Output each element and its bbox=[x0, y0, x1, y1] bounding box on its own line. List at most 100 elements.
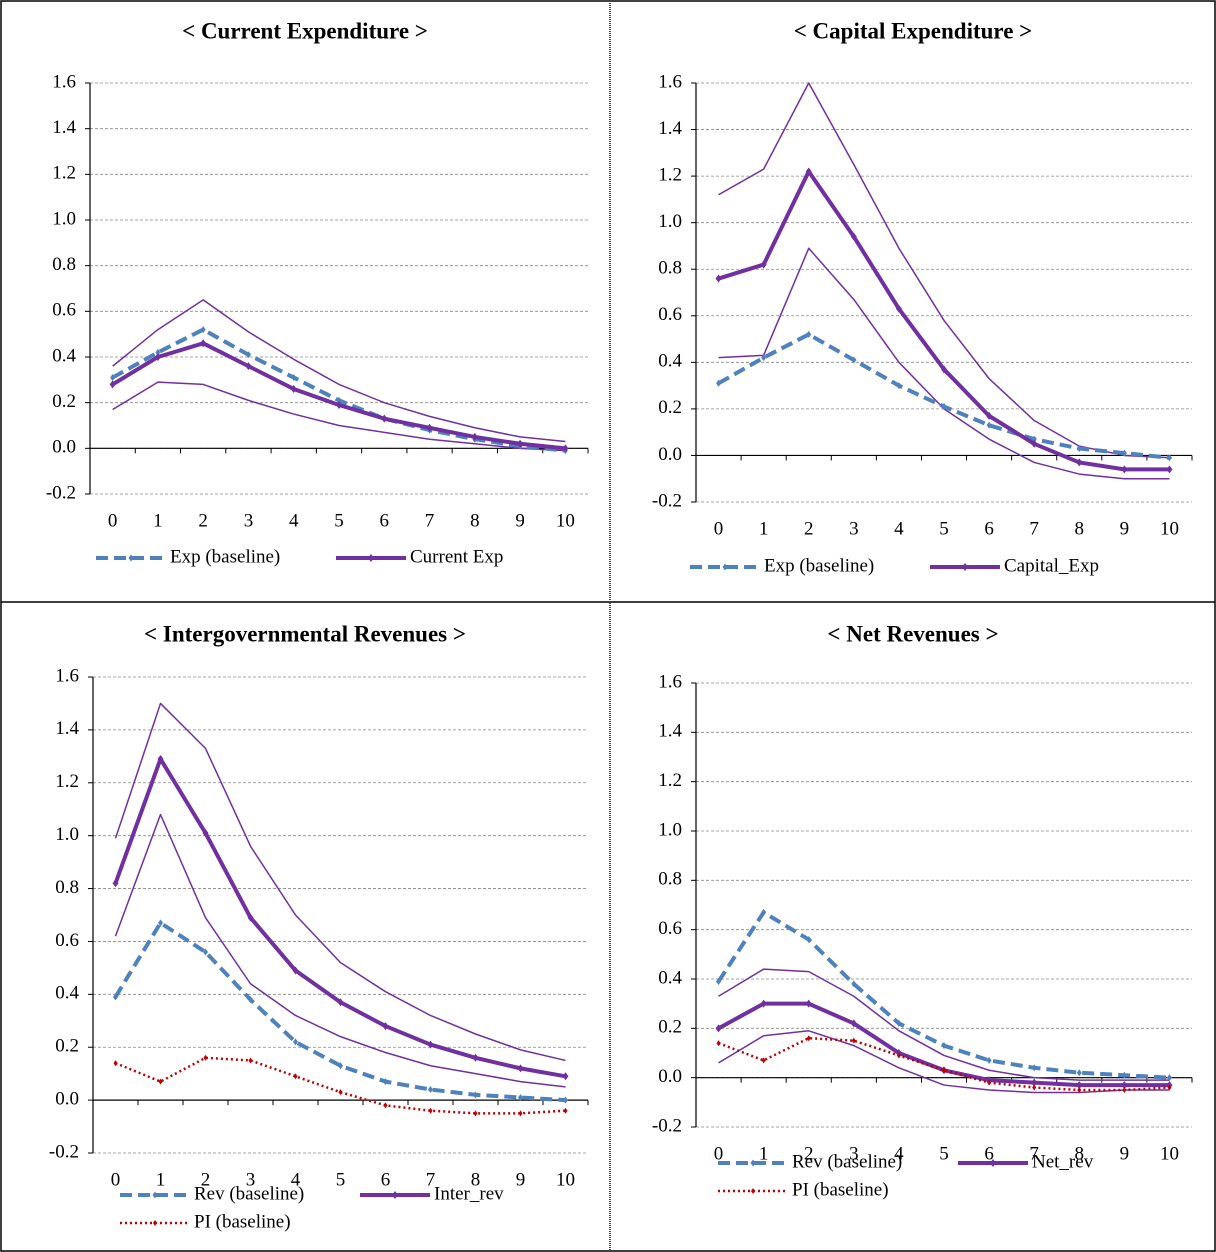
x-tick-label: 6 bbox=[381, 1169, 391, 1190]
point bbox=[1121, 449, 1127, 457]
x-tick-label: 0 bbox=[714, 1143, 724, 1164]
x-tick-label: 3 bbox=[246, 1169, 256, 1190]
point bbox=[1121, 1071, 1127, 1079]
point bbox=[1076, 444, 1082, 452]
chart-title: < Current Expenditure > bbox=[182, 18, 428, 43]
point bbox=[158, 1078, 163, 1085]
x-tick-label: 9 bbox=[1120, 1143, 1130, 1164]
x-tick-label: 5 bbox=[336, 1169, 346, 1190]
point bbox=[203, 948, 208, 956]
point bbox=[941, 1042, 947, 1050]
series-line bbox=[114, 813, 566, 1088]
y-tick-label: 1.0 bbox=[658, 819, 682, 840]
point bbox=[562, 1072, 569, 1081]
x-tick-label: 8 bbox=[1075, 518, 1085, 539]
point bbox=[248, 996, 253, 1004]
series-line bbox=[113, 920, 566, 1103]
legend-marker bbox=[990, 1159, 996, 1167]
point bbox=[941, 365, 947, 374]
x-tick-label: 6 bbox=[984, 1143, 994, 1164]
point bbox=[806, 1035, 811, 1042]
point bbox=[1166, 454, 1172, 462]
y-tick-label: 0.6 bbox=[658, 918, 682, 939]
x-tick-label: 2 bbox=[198, 510, 208, 531]
y-tick-label: 1.2 bbox=[52, 163, 76, 184]
y-tick-label: 0.8 bbox=[52, 254, 76, 275]
point bbox=[1031, 439, 1038, 448]
y-tick-label: 0.6 bbox=[658, 304, 682, 325]
point bbox=[1166, 465, 1173, 474]
point bbox=[112, 879, 119, 888]
x-tick-label: 0 bbox=[111, 1169, 121, 1190]
y-tick-label: -0.2 bbox=[652, 490, 682, 511]
y-tick-label: 1.4 bbox=[55, 718, 79, 739]
x-tick-label: 2 bbox=[804, 518, 814, 539]
point bbox=[518, 1110, 523, 1117]
y-tick-label: 0.6 bbox=[52, 300, 76, 321]
point bbox=[1076, 458, 1083, 467]
series-line bbox=[113, 756, 566, 1079]
point bbox=[760, 999, 767, 1008]
point bbox=[896, 1052, 901, 1059]
point bbox=[563, 1096, 568, 1104]
point bbox=[292, 966, 299, 975]
point bbox=[203, 1054, 208, 1061]
point bbox=[1031, 1064, 1037, 1072]
y-tick-label: 0.6 bbox=[55, 930, 79, 951]
point bbox=[427, 1040, 434, 1049]
point bbox=[895, 304, 902, 313]
point bbox=[1121, 1081, 1128, 1090]
y-tick-label: -0.2 bbox=[46, 482, 76, 503]
legend-marker bbox=[750, 1159, 756, 1167]
series-line bbox=[114, 702, 566, 1062]
point bbox=[850, 1019, 857, 1028]
point bbox=[428, 1086, 433, 1094]
y-tick-label: 1.6 bbox=[658, 671, 682, 692]
point bbox=[986, 1056, 992, 1064]
legend-marker bbox=[128, 554, 134, 562]
series-line bbox=[112, 381, 566, 452]
point bbox=[850, 232, 857, 241]
point bbox=[383, 1102, 388, 1109]
series-line bbox=[718, 1036, 1170, 1092]
x-tick-label: 5 bbox=[939, 1143, 949, 1164]
chart-title: < Intergovernmental Revenues > bbox=[144, 621, 466, 646]
y-tick-label: -0.2 bbox=[652, 1115, 682, 1136]
point bbox=[1076, 1081, 1083, 1090]
x-tick-label: 7 bbox=[426, 1169, 436, 1190]
y-tick-label: 1.2 bbox=[658, 770, 682, 791]
point bbox=[715, 274, 722, 283]
point bbox=[383, 1078, 388, 1086]
point bbox=[200, 339, 207, 348]
y-tick-label: 0.8 bbox=[658, 258, 682, 279]
point bbox=[200, 326, 206, 334]
legend-marker bbox=[152, 1191, 158, 1199]
point bbox=[382, 1022, 389, 1031]
series-line bbox=[717, 332, 1170, 460]
series-line bbox=[718, 82, 1170, 459]
x-tick-label: 4 bbox=[894, 1143, 904, 1164]
series-line bbox=[718, 247, 1170, 480]
x-tick-label: 3 bbox=[244, 510, 254, 531]
legend-label: PI (baseline) bbox=[194, 1211, 291, 1232]
point bbox=[293, 1038, 298, 1046]
x-tick-label: 10 bbox=[1160, 518, 1179, 539]
point bbox=[113, 993, 118, 1001]
y-tick-label: 1.6 bbox=[55, 665, 79, 686]
point bbox=[716, 977, 722, 985]
point bbox=[472, 1053, 479, 1062]
point bbox=[761, 1057, 766, 1064]
point bbox=[518, 1093, 523, 1101]
point bbox=[851, 356, 857, 364]
x-tick-label: 2 bbox=[804, 1143, 814, 1164]
point bbox=[1076, 1069, 1082, 1077]
series-line bbox=[112, 299, 566, 443]
point bbox=[805, 167, 812, 176]
x-tick-label: 7 bbox=[425, 510, 435, 531]
x-tick-label: 3 bbox=[849, 1143, 859, 1164]
x-tick-label: 0 bbox=[108, 510, 118, 531]
point bbox=[245, 351, 251, 359]
point bbox=[1122, 1087, 1127, 1093]
